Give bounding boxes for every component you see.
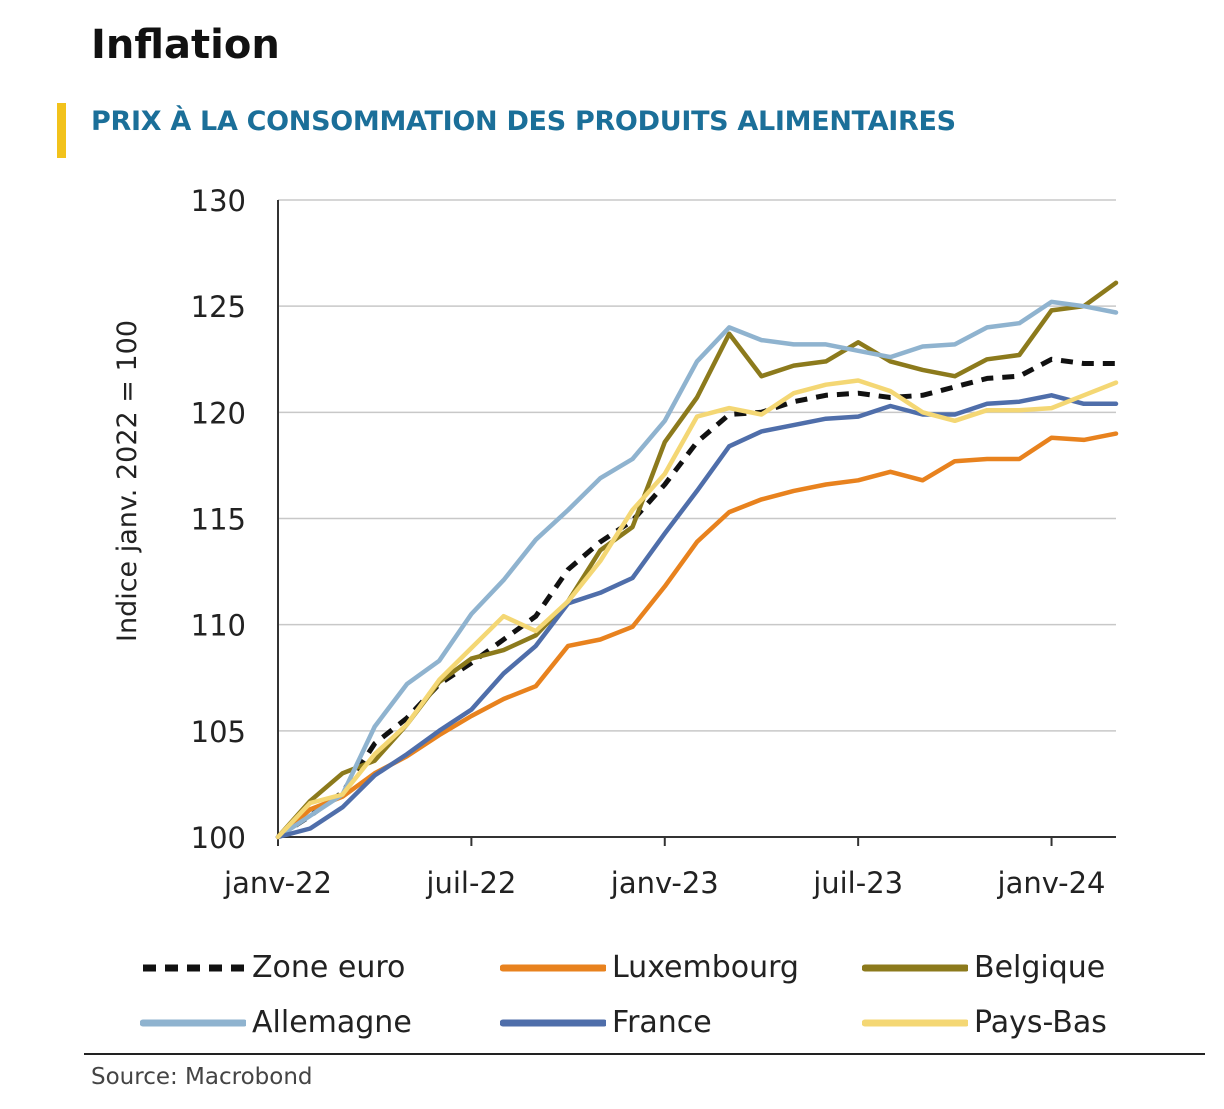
legend-label: Pays-Bas bbox=[974, 1005, 1107, 1040]
y-tick-labels: 100 105 110 115 120 125 130 bbox=[191, 184, 246, 855]
legend-item: Zone euro bbox=[140, 950, 405, 985]
series-line-france bbox=[275, 393, 1119, 840]
legend-item: Belgique bbox=[862, 950, 1105, 985]
legend-swatch bbox=[862, 1019, 968, 1026]
bottom-rule bbox=[84, 1053, 1205, 1055]
axes bbox=[277, 200, 1116, 846]
legend-label: France bbox=[612, 1005, 712, 1040]
y-axis-label: Indice janv. 2022 = 100 bbox=[112, 320, 143, 642]
y-tick-label: 115 bbox=[191, 503, 246, 537]
y-tick-label: 110 bbox=[191, 609, 246, 643]
series-line-pays-bas bbox=[275, 378, 1119, 840]
x-tick-label: janv-23 bbox=[610, 866, 719, 900]
legend-swatch bbox=[500, 964, 606, 971]
accent-bar bbox=[57, 103, 66, 158]
x-tick-label: janv-24 bbox=[997, 866, 1106, 900]
legend-item: France bbox=[500, 1005, 712, 1040]
legend-item: Pays-Bas bbox=[862, 1005, 1107, 1040]
y-tick-label: 130 bbox=[191, 184, 246, 218]
series-group bbox=[275, 280, 1119, 840]
legend-swatch bbox=[862, 964, 968, 971]
source-note: Source: Macrobond bbox=[91, 1064, 313, 1090]
legend-label: Zone euro bbox=[252, 950, 406, 985]
page-title: Inflation bbox=[91, 22, 280, 68]
y-tick-label: 120 bbox=[191, 396, 246, 430]
x-tick-label: janv-22 bbox=[223, 866, 332, 900]
legend-item: Allemagne bbox=[140, 1005, 412, 1040]
y-tick-label: 100 bbox=[191, 821, 246, 855]
series-line-zone-euro bbox=[276, 356, 1116, 840]
legend-label: Allemagne bbox=[252, 1005, 412, 1040]
y-tick-label: 125 bbox=[191, 290, 246, 324]
chart-subtitle: PRIX À LA CONSOMMATION DES PRODUITS ALIM… bbox=[91, 106, 956, 137]
legend-label: Luxembourg bbox=[612, 950, 799, 985]
legend-label: Belgique bbox=[974, 950, 1106, 985]
x-tick-label: juil-22 bbox=[425, 866, 516, 900]
series-line-luxembourg bbox=[275, 431, 1119, 840]
legend-swatch bbox=[140, 1019, 246, 1026]
series-line-allemagne bbox=[275, 299, 1119, 840]
gridlines bbox=[278, 199, 1116, 732]
legend-swatch bbox=[143, 964, 244, 971]
y-tick-label: 105 bbox=[191, 715, 246, 749]
x-tick-labels: janv-22 juil-22 janv-23 juil-23 janv-24 bbox=[223, 866, 1106, 900]
legend-item: Luxembourg bbox=[500, 950, 799, 985]
legend-swatch bbox=[500, 1019, 606, 1026]
x-tick-label: juil-23 bbox=[812, 866, 903, 900]
